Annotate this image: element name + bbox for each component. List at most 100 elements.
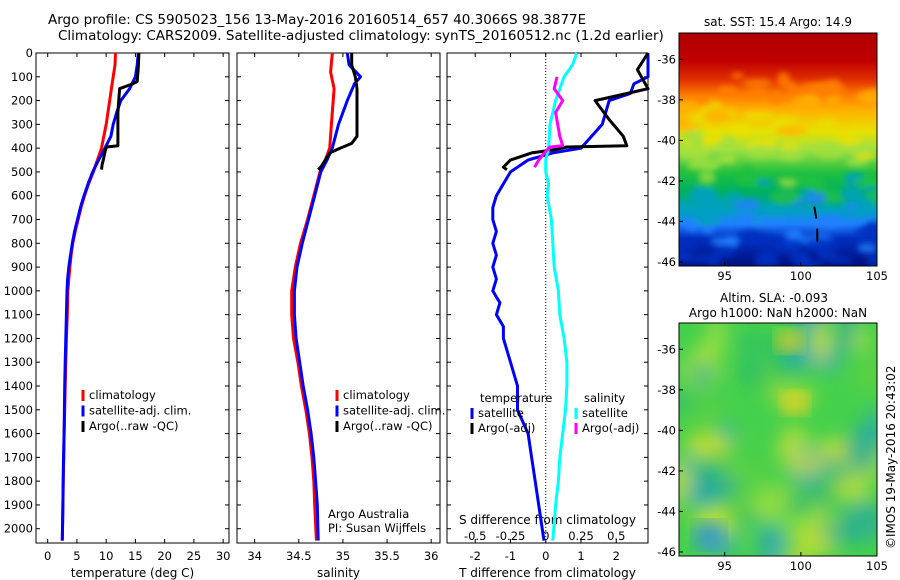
legend-label: Argo(..raw -QC): [343, 419, 433, 433]
footer-timestamp: ©IMOS 19-May-2016 20:43:02: [884, 365, 898, 549]
lon-tick-label: 100: [790, 269, 812, 283]
sst-blob: [813, 142, 845, 159]
depth-tick-label: 800: [11, 236, 33, 250]
sst-blob: [679, 168, 706, 176]
depth-tick-label: 1200: [4, 331, 33, 345]
depth-tick-label: 400: [11, 141, 33, 155]
lat-tick-label: -42: [657, 174, 676, 188]
depth-tick-label: 1100: [4, 308, 33, 322]
depth-tick-label: 1600: [4, 427, 33, 441]
sst-blob: [848, 197, 873, 206]
sst-blob: [811, 81, 833, 97]
x-tick-label: 36: [424, 549, 439, 563]
sla-blob: [775, 329, 803, 353]
sst-blob: [742, 78, 772, 88]
sst-blob: [714, 155, 736, 164]
lat-tick-label: -36: [657, 342, 676, 356]
annotation-line: Argo Australia: [328, 507, 409, 521]
sst-blob: [846, 157, 869, 167]
sst-blob: [844, 203, 858, 211]
x-tick-label: 34.5: [286, 549, 312, 563]
sla-blob: [784, 517, 815, 535]
x-tick-label: 5: [73, 549, 80, 563]
sst-blob: [745, 144, 777, 159]
legend-label: Argo(-adj): [582, 421, 639, 435]
legend-label: satellite-adj. clim.: [89, 404, 191, 418]
x-tick-label: 35: [336, 549, 351, 563]
plot-frame: [236, 52, 441, 544]
sst-blob: [828, 122, 856, 132]
sst-blob: [705, 107, 730, 123]
x-tick-label: -2: [469, 549, 480, 563]
sla-blob: [758, 524, 785, 556]
lat-tick-label: -40: [657, 133, 676, 147]
sst-texture: [679, 71, 877, 266]
sla-blob: [679, 499, 703, 518]
lat-tick-label: -42: [657, 464, 676, 478]
sla-blob: [708, 323, 726, 356]
legend-label: Argo(..raw -QC): [89, 419, 179, 433]
sst-blob: [775, 126, 808, 136]
sst-blob: [855, 152, 876, 160]
sla-blob: [739, 357, 764, 387]
map-title: Altim. SLA: -0.093: [720, 291, 828, 305]
x-axis-label: salinity: [317, 566, 360, 580]
depth-tick-label: 2000: [4, 522, 33, 536]
x-tick-label: 0: [44, 549, 51, 563]
sla-blob: [780, 531, 800, 556]
sla-blob: [845, 426, 877, 473]
lat-tick-label: -44: [657, 214, 676, 228]
top-x-axis-label: S difference from climatology: [459, 513, 636, 527]
sst-blob: [756, 178, 773, 187]
sla-blob: [811, 323, 830, 365]
lon-tick-label: 95: [717, 269, 732, 283]
lon-tick-label: 105: [866, 559, 888, 573]
sst-blob: [698, 172, 716, 182]
top-x-tick-label: 0.5: [607, 529, 625, 543]
legend-title-temperature: temperature: [480, 391, 552, 405]
depth-tick-label: 1500: [4, 403, 33, 417]
series-line-satellite-adj-clim-: [292, 52, 363, 541]
series-line-argo-raw-qc-: [317, 53, 359, 171]
sst-blob: [773, 238, 804, 248]
lat-tick-label: -36: [657, 52, 676, 66]
plot-frame: [446, 52, 649, 544]
x-tick-label: 0: [542, 549, 549, 563]
sst-blob: [758, 137, 775, 148]
depth-tick-label: 100: [11, 70, 33, 84]
depth-tick-label: 900: [11, 260, 33, 274]
sst-blob: [693, 187, 718, 202]
depth-tick-label: 700: [11, 213, 33, 227]
annotation-line: PI: Susan Wijffels: [328, 521, 426, 535]
sst-blob: [840, 187, 862, 201]
sst-blob: [857, 243, 877, 253]
profile-panel-1: 0100200300400500600700800900100011001200…: [4, 46, 231, 580]
sst-blob: [754, 250, 779, 264]
sst-blob: [685, 219, 700, 232]
top-x-tick-label: -0.25: [496, 529, 526, 543]
series-line-temperature-satellite: [491, 53, 650, 541]
depth-tick-label: 300: [11, 117, 33, 131]
depth-tick-label: 1800: [4, 474, 33, 488]
depth-tick-label: 1900: [4, 498, 33, 512]
lat-tick-label: -46: [657, 545, 676, 559]
figure-title-line1: Argo profile: CS 5905023_156 13-May-2016…: [48, 12, 587, 28]
map-subtitle: Argo h1000: NaN h2000: NaN: [689, 306, 867, 320]
x-tick-label: 25: [187, 549, 202, 563]
series-line-temperature-argo-adj-: [501, 52, 650, 171]
series-line-salinity-argo-adj-: [533, 76, 565, 168]
sst-blob: [818, 249, 839, 259]
profile-panel-2: 34 34.5 35 35.5 36 salinity climatology satelli…: [236, 52, 445, 580]
sla-blob: [736, 334, 766, 351]
sst-blob: [812, 215, 843, 229]
x-axis-label: T difference from climatology: [458, 566, 636, 580]
lat-tick-label: -38: [657, 93, 676, 107]
sst-blob: [853, 177, 877, 186]
depth-tick-label: 1700: [4, 450, 33, 464]
lat-tick-label: -44: [657, 504, 676, 518]
sla-blob: [700, 453, 720, 472]
sst-blob: [769, 189, 801, 205]
sla-blob: [685, 399, 727, 425]
x-tick-label: 20: [157, 549, 172, 563]
sst-blob: [778, 148, 805, 161]
